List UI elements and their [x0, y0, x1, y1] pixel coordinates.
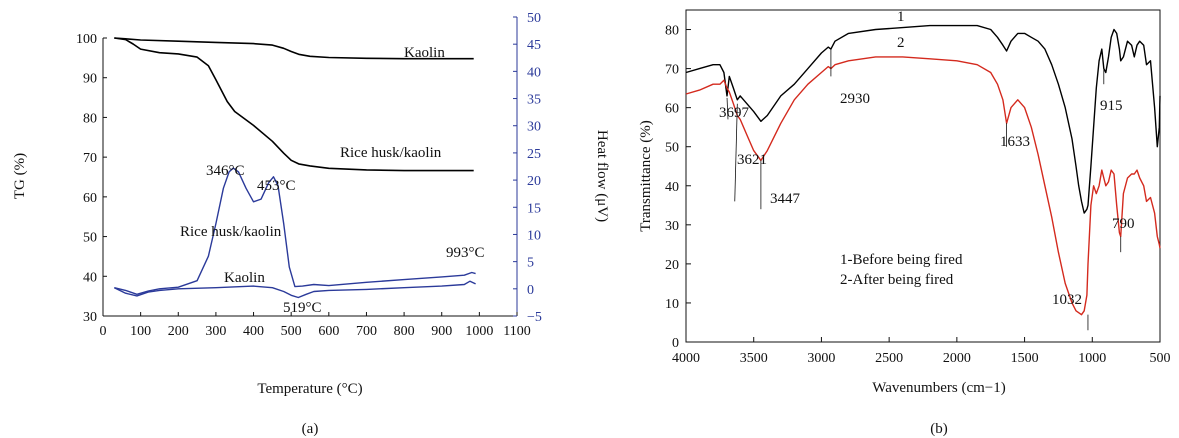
chart-b-annotation: 915: [1100, 98, 1123, 114]
chart-b-x-tick-label: 3000: [807, 351, 835, 366]
chart-a-y-right-tick-label: 10: [527, 228, 541, 243]
chart-a-x-tick-label: 700: [356, 324, 377, 339]
chart-a-y-right-tick-label: 25: [527, 147, 541, 162]
chart-a-y-ticks: 30 40 50 60 70 80 90 100: [76, 32, 107, 325]
chart-a-annotation: Kaolin: [224, 270, 265, 286]
chart-b-ylabel: Transmittance (%): [638, 120, 654, 232]
chart-b-peak-leader: [726, 97, 729, 120]
chart-b: 4000 3500 3000 2500 2000 1500 1000 500 0 10 20 30 4…: [638, 9, 1171, 437]
chart-a-x-tick-label: 400: [243, 324, 264, 339]
chart-b-x-tick-label: 2500: [875, 351, 903, 366]
chart-a-x-tick-label: 500: [281, 324, 302, 339]
chart-a-series: [113, 37, 476, 299]
chart-b-y-tick-label: 10: [665, 297, 679, 312]
chart-a-y-right-tick-label: 35: [527, 93, 541, 108]
chart-a-x-tick-label: 100: [130, 324, 151, 339]
chart-b-annotation: 3621: [737, 152, 767, 168]
chart-b-annotation: 3697: [719, 105, 750, 121]
chart-b-legend-entry: 2-After being fired: [840, 272, 954, 288]
chart-a-y-right-tick-label: 30: [527, 120, 541, 135]
chart-a-y-right-tick-label: 20: [527, 174, 541, 189]
chart-b-x-tick-label: 1000: [1078, 351, 1106, 366]
chart-b-y-tick-label: 30: [665, 219, 679, 234]
chart-b-y-tick-label: 20: [665, 258, 679, 273]
chart-b-annotation: 3447: [770, 191, 801, 207]
chart-a-x-tick-label: 900: [431, 324, 452, 339]
chart-b-series-line-1: [685, 24, 1161, 214]
chart-a-y-tick-label: 80: [83, 111, 97, 126]
chart-a-x-ticks: 0 100 200 300 400 500 600 700 800 900 1000 1100: [100, 312, 531, 339]
chart-a-y-tick-label: 60: [83, 191, 97, 206]
chart-a-annotation: 519°C: [283, 300, 322, 316]
chart-a-xlabel: Temperature (°C): [257, 381, 362, 397]
chart-b-annotation: 1: [897, 9, 905, 25]
chart-a-y-right-tick-label: 5: [527, 256, 534, 271]
chart-a-x-tick-label: 0: [100, 324, 107, 339]
chart-a-annotation: 993°C: [446, 245, 485, 261]
chart-b-annotation: 1032: [1052, 292, 1082, 308]
chart-a-y-tick-label: 40: [83, 270, 97, 285]
chart-a-series-line-3: [113, 280, 476, 299]
chart-b-annotation: 1633: [1000, 134, 1030, 150]
chart-a-ylabel: TG (%): [12, 153, 28, 199]
chart-a-y-tick-label: 100: [76, 32, 97, 47]
chart-b-axes: [685, 9, 1161, 343]
chart-a-x-tick-label: 1000: [465, 324, 493, 339]
chart-b-x-tick-label: 1500: [1011, 351, 1039, 366]
chart-a-x-tick-label: 200: [168, 324, 189, 339]
chart-b-series: [685, 24, 1161, 331]
chart-a-y-right-tick-label: 0: [527, 283, 534, 298]
chart-a-x-tick-label: 600: [318, 324, 339, 339]
chart-a-panel-label: (a): [302, 421, 319, 437]
chart-a-x-tick-label: 300: [205, 324, 226, 339]
chart-b-frame: [685, 9, 1161, 343]
chart-a-series-line-1: [114, 37, 474, 172]
chart-a-series-line-2: [114, 167, 476, 295]
chart-a-y-right-tick-label: 15: [527, 201, 541, 216]
chart-a-y-right-tick-label: 50: [527, 11, 541, 26]
chart-b-x-ticks: 4000 3500 3000 2500 2000 1500 1000 500: [672, 337, 1171, 366]
chart-b-y-tick-label: 60: [665, 102, 679, 117]
chart-a-y-tick-label: 50: [83, 231, 97, 246]
chart-b-legend-entry: 1-Before being fired: [840, 252, 963, 268]
chart-b-y-tick-label: 80: [665, 24, 679, 39]
chart-a: 0 100 200 300 400 500 600 700 800 900 1000 1100 304…: [12, 11, 610, 437]
chart-a-y-right-tick-label: −5: [527, 310, 542, 325]
chart-b-xlabel: Wavenumbers (cm−1): [872, 380, 1005, 396]
chart-b-panel-label: (b): [930, 421, 948, 437]
chart-a-y-tick-label: 90: [83, 72, 97, 87]
chart-b-peak-leader: [734, 103, 738, 202]
chart-a-annotation: 453°C: [257, 178, 296, 194]
chart-a-x-tick-label: 800: [394, 324, 415, 339]
chart-a-ylabel-right: Heat flow (μV): [594, 130, 610, 222]
chart-b-x-tick-label: 2000: [943, 351, 971, 366]
chart-b-x-tick-label: 3500: [740, 351, 768, 366]
chart-a-annotation: Rice husk/kaolin: [340, 145, 442, 161]
chart-a-y-right-tick-label: 45: [527, 38, 541, 53]
chart-b-annotation: 2930: [840, 91, 870, 107]
chart-a-y-tick-label: 70: [83, 151, 97, 166]
chart-a-annotation: Kaolin: [404, 45, 445, 61]
chart-b-y-tick-label: 50: [665, 141, 679, 156]
chart-a-x-tick-label: 1100: [503, 324, 530, 339]
chart-a-y-ticks-right: −5 0 5 10 15 20 25 30 35 40 45 50: [513, 11, 542, 325]
chart-b-annotation: 790: [1112, 216, 1135, 232]
chart-b-x-tick-label: 500: [1150, 351, 1171, 366]
chart-a-y-tick-label: 30: [83, 310, 97, 325]
chart-b-y-tick-label: 40: [665, 180, 679, 195]
chart-b-x-tick-label: 4000: [672, 351, 700, 366]
chart-a-annotation: Rice husk/kaolin: [180, 224, 282, 240]
chart-b-annotation: 2: [897, 35, 905, 51]
chart-a-series-line-0: [114, 37, 474, 60]
chart-b-y-tick-label: 70: [665, 63, 679, 78]
chart-a-annotation: 346°C: [206, 163, 245, 179]
chart-a-y-right-tick-label: 40: [527, 65, 541, 80]
chart-b-y-ticks: 0 10 20 30 40 50 60 70 80: [665, 24, 691, 351]
chart-b-y-tick-label: 0: [672, 336, 679, 351]
chart-a-axes: [102, 17, 518, 317]
